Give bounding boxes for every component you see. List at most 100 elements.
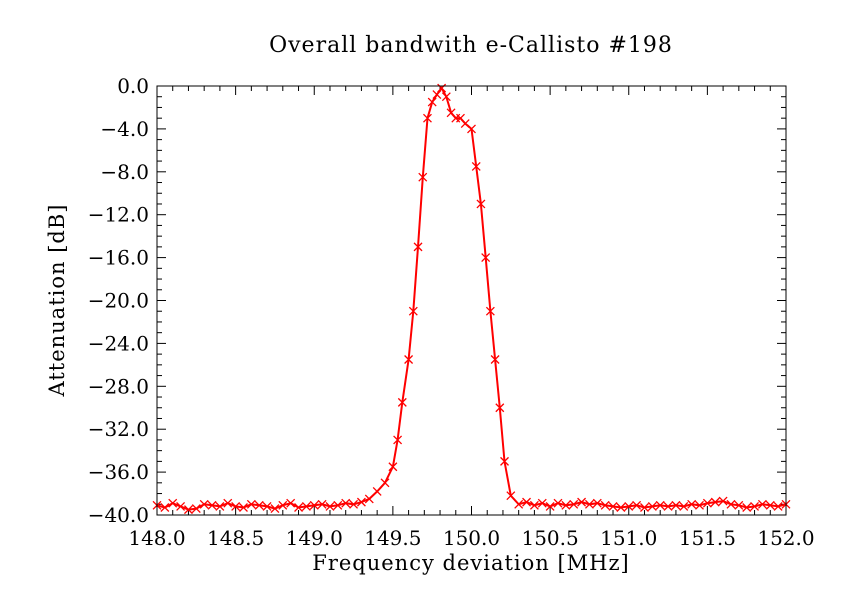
- data-point-marker: [485, 306, 495, 316]
- data-point-marker: [734, 500, 744, 510]
- y-tick-label: −20.0: [88, 289, 149, 313]
- data-point-marker: [537, 498, 547, 508]
- chart-title: Overall bandwith e-Callisto #198: [269, 33, 673, 58]
- series-layer: [152, 83, 791, 515]
- data-point-marker: [372, 486, 382, 496]
- data-point-marker: [592, 498, 602, 508]
- data-point-marker: [246, 499, 256, 509]
- data-point-marker: [608, 501, 618, 511]
- x-tick-label: 150.0: [443, 526, 500, 550]
- data-point-marker: [495, 403, 505, 413]
- y-tick-label: −40.0: [88, 503, 149, 527]
- data-point-marker: [476, 199, 486, 209]
- data-point-marker: [695, 500, 704, 510]
- data-point-marker: [408, 306, 418, 316]
- data-point-marker: [490, 355, 500, 364]
- data-point-marker: [757, 499, 767, 509]
- data-point-marker: [183, 505, 193, 515]
- data-point-marker: [471, 161, 481, 171]
- y-tick-label: −24.0: [88, 331, 149, 355]
- data-point-marker: [750, 501, 760, 511]
- data-point-marker: [460, 119, 470, 128]
- data-point-marker: [427, 97, 437, 107]
- y-tick-label: −8.0: [100, 160, 149, 184]
- data-point-marker: [481, 253, 491, 263]
- data-point-marker: [500, 456, 509, 466]
- data-point-marker: [317, 499, 327, 509]
- data-point-marker: [529, 500, 539, 510]
- data-point-marker: [647, 501, 657, 511]
- y-tick-label: −4.0: [100, 117, 149, 141]
- data-point-marker: [553, 498, 563, 508]
- data-point-marker: [441, 92, 451, 102]
- data-point-marker: [679, 501, 689, 511]
- data-point-marker: [577, 497, 587, 507]
- data-point-marker: [718, 496, 728, 506]
- y-tick-label: −36.0: [88, 460, 149, 484]
- data-point-marker: [254, 500, 264, 510]
- data-point-marker: [671, 500, 681, 510]
- data-point-marker: [773, 501, 783, 511]
- x-axis-label: Frequency deviation [MHz]: [312, 551, 630, 575]
- data-point-marker: [404, 355, 414, 364]
- data-point-marker: [514, 499, 524, 509]
- plot-area-frame: [156, 85, 787, 516]
- y-tick-label: −28.0: [88, 374, 149, 398]
- data-point-marker: [663, 501, 673, 511]
- data-point-marker: [742, 503, 752, 512]
- y-tick-label: −12.0: [88, 203, 149, 227]
- data-point-marker: [432, 90, 442, 100]
- data-point-marker: [584, 499, 594, 509]
- data-point-marker: [168, 498, 178, 508]
- data-point-marker: [231, 501, 241, 511]
- data-point-marker: [640, 503, 649, 512]
- data-point-marker: [765, 500, 775, 510]
- data-point-marker: [632, 500, 642, 510]
- x-tick-label: 149.0: [286, 526, 343, 550]
- data-point-marker: [309, 500, 319, 510]
- y-tick-label: −16.0: [88, 246, 149, 270]
- data-point-marker: [561, 500, 571, 510]
- data-point-marker: [397, 397, 407, 407]
- data-point-marker: [616, 503, 626, 512]
- data-point-marker: [207, 500, 217, 510]
- data-point-marker: [325, 501, 335, 511]
- x-tick-label: 151.5: [679, 526, 736, 550]
- data-point-marker: [286, 498, 296, 508]
- data-point-marker: [545, 501, 555, 511]
- data-point-marker: [364, 494, 374, 504]
- data-point-marker: [418, 172, 428, 182]
- data-point-marker: [413, 242, 423, 252]
- x-tick-label: 150.5: [521, 526, 578, 550]
- data-point-marker: [160, 503, 170, 512]
- y-axis-ticks: 0.0 −4.0 −8.0 −12.0 −16.0 −20.0 −24.0 −28.0 −32.…: [88, 74, 786, 527]
- data-point-marker: [506, 491, 516, 501]
- data-point-marker: [333, 500, 343, 510]
- y-tick-label: −32.0: [88, 417, 149, 441]
- data-point-marker: [176, 501, 186, 511]
- data-point-marker: [223, 498, 233, 508]
- data-point-marker: [388, 462, 398, 472]
- data-point-marker: [349, 499, 359, 509]
- data-point-marker: [393, 435, 403, 445]
- data-point-marker: [301, 501, 311, 511]
- x-tick-label: 148.0: [128, 526, 185, 550]
- data-point-marker: [278, 500, 288, 510]
- data-point-marker: [270, 504, 280, 514]
- data-point-marker: [600, 500, 610, 510]
- data-point-marker: [710, 497, 720, 507]
- data-point-marker: [702, 498, 712, 508]
- data-point-marker: [341, 498, 351, 508]
- data-point-marker: [522, 497, 531, 507]
- y-tick-label: 0.0: [117, 74, 149, 98]
- series-line: [156, 86, 787, 511]
- data-point-marker: [467, 124, 476, 134]
- data-point-marker: [199, 499, 209, 509]
- data-point-marker: [569, 499, 579, 509]
- data-point-marker: [262, 501, 272, 511]
- x-tick-label: 148.5: [207, 526, 264, 550]
- data-point-marker: [380, 478, 390, 488]
- data-point-marker: [624, 501, 634, 511]
- data-point-marker: [191, 504, 201, 514]
